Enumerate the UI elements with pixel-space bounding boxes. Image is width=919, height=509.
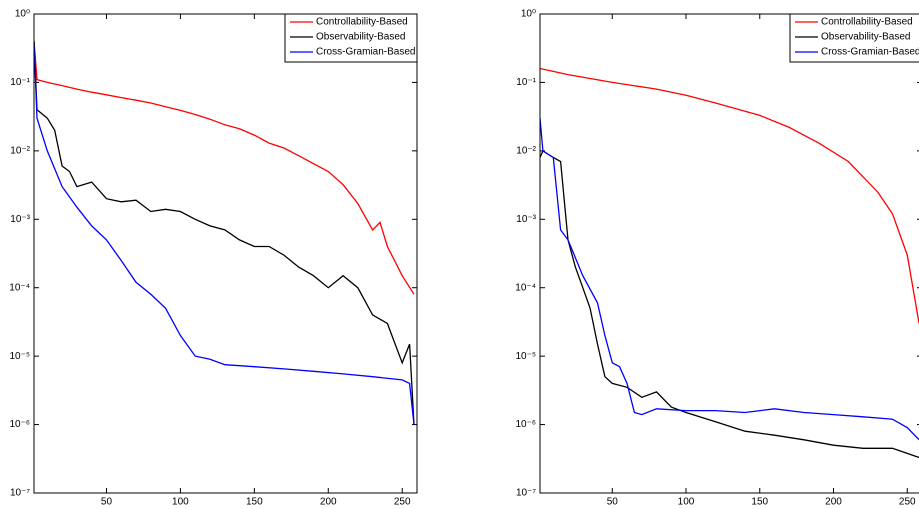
- x-tick-label: 200: [320, 497, 337, 508]
- y-tick-label: 10⁻⁶: [515, 419, 536, 430]
- series-line: [34, 41, 415, 425]
- series-line: [540, 149, 919, 459]
- plot-area: [540, 14, 919, 493]
- series-line: [540, 118, 919, 441]
- x-tick-label: 200: [825, 497, 842, 508]
- series-line: [34, 41, 415, 425]
- legend-label: Cross-Gramian-Based: [821, 47, 919, 58]
- x-tick-label: 50: [101, 497, 113, 508]
- y-tick-label: 10⁻⁷: [10, 488, 30, 499]
- y-tick-label: 10⁻⁴: [9, 282, 30, 293]
- axes-box: [539, 13, 919, 494]
- y-tick-label: 10⁻³: [10, 214, 30, 225]
- series-line: [34, 41, 415, 295]
- x-tick-label: 250: [899, 497, 916, 508]
- y-tick-label: 10⁻⁵: [9, 351, 30, 362]
- y-tick-label: 10⁻⁴: [515, 282, 536, 293]
- plot: 50 100 150 200 250 10⁻⁷ 10⁻⁶ 10⁻⁵ 10⁻⁴ 10⁻³ 10⁻² 10…: [515, 9, 919, 508]
- y-tick-label: 10⁰: [15, 9, 30, 20]
- series-line: [540, 67, 919, 324]
- x-tick-label: 100: [678, 497, 695, 508]
- y-tick-label: 10⁻³: [516, 214, 536, 225]
- legend: Controllability-Based Observability-Based…: [789, 13, 919, 63]
- plot-area: [34, 14, 417, 493]
- lines: [34, 41, 415, 425]
- y-tick-label: 10⁰: [521, 9, 536, 20]
- y-tick-label: 10⁻⁵: [515, 351, 536, 362]
- x-tick-label: 50: [607, 497, 619, 508]
- axes-box: [33, 13, 418, 494]
- y-tick-label: 10⁻¹: [10, 77, 30, 88]
- legend-label: Observability-Based: [316, 32, 405, 43]
- lines: [540, 67, 919, 459]
- x-tick-label: 100: [172, 497, 189, 508]
- y-tick-label: 10⁻⁷: [516, 488, 536, 499]
- x-tick-label: 150: [246, 497, 263, 508]
- legend-label: Cross-Gramian-Based: [316, 47, 415, 58]
- x-tick-label: 150: [751, 497, 768, 508]
- plot: 50 100 150 200 250 10⁻⁷ 10⁻⁶ 10⁻⁵ 10⁻⁴ 10⁻³ 10⁻² 10…: [9, 9, 418, 508]
- legend-label: Controllability-Based: [821, 17, 913, 28]
- y-tick-label: 10⁻⁶: [9, 419, 30, 430]
- y-tick-label: 10⁻²: [516, 145, 536, 156]
- x-tick-label: 250: [394, 497, 411, 508]
- legend: Controllability-Based Observability-Based…: [284, 13, 418, 63]
- legend-label: Observability-Based: [821, 32, 910, 43]
- y-tick-label: 10⁻²: [10, 145, 30, 156]
- legend-label: Controllability-Based: [316, 17, 408, 28]
- y-tick-label: 10⁻¹: [516, 77, 536, 88]
